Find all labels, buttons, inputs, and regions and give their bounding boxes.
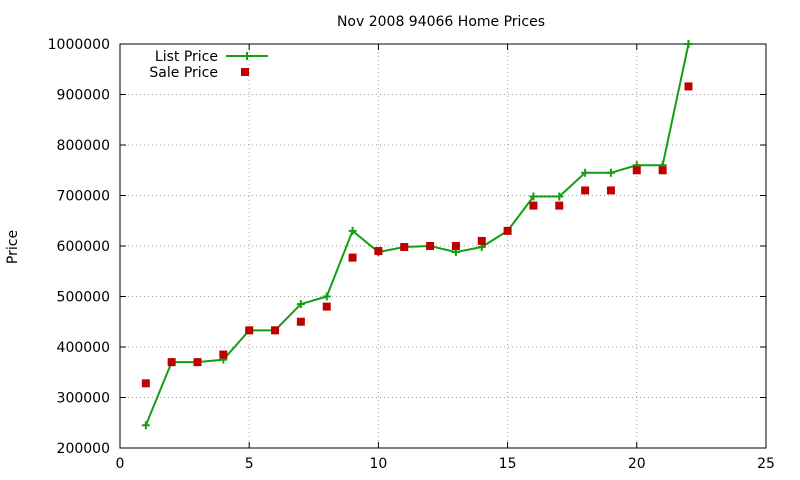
y-tick-label: 900000: [57, 88, 110, 104]
x-tick-label: 10: [369, 456, 387, 472]
data-point: [581, 168, 590, 177]
data-point: [684, 82, 693, 91]
series-0: [141, 40, 693, 430]
legend-marker: [243, 52, 251, 60]
data-point: [529, 201, 538, 210]
data-point: [296, 300, 305, 309]
data-point: [503, 226, 512, 235]
data-point: [322, 302, 331, 311]
data-point: [193, 358, 202, 367]
chart-title: Nov 2008 94066 Home Prices: [337, 14, 545, 30]
data-point: [581, 186, 590, 195]
data-point: [271, 326, 280, 335]
axis-ticks: 0 5 10 15 20 25 200000 300000 400000 500000 600000…: [48, 37, 775, 472]
data-point: [141, 421, 150, 430]
data-point: [374, 247, 383, 256]
data-point: [658, 166, 667, 175]
y-tick-label: 1000000: [48, 37, 110, 53]
data-point: [632, 166, 641, 175]
y-tick-label: 500000: [57, 290, 110, 306]
x-tick-label: 5: [245, 456, 254, 472]
data-point: [400, 243, 409, 252]
data-point: [555, 192, 564, 201]
y-axis-label: Price: [5, 230, 21, 264]
data-point: [348, 253, 357, 262]
series: [141, 40, 693, 430]
data-point: [477, 236, 486, 245]
grid: [120, 44, 766, 448]
x-tick-label: 0: [116, 456, 125, 472]
x-tick-label: 15: [499, 456, 517, 472]
data-point: [451, 242, 460, 250]
legend-label: List Price: [155, 49, 218, 65]
data-point: [606, 186, 615, 195]
legend-label: Sale Price: [149, 65, 218, 81]
data-point: [684, 40, 693, 48]
data-point: [426, 242, 435, 250]
plot-frame: [119, 43, 767, 449]
series-1: [141, 82, 693, 388]
data-point: [529, 192, 538, 201]
data-point: [167, 358, 176, 367]
y-tick-label: 800000: [57, 138, 110, 154]
y-tick-label: 300000: [57, 391, 110, 407]
x-tick-label: 25: [757, 456, 775, 472]
data-point: [555, 201, 564, 210]
y-tick-label: 200000: [57, 441, 110, 457]
data-point: [141, 379, 150, 388]
series-line: [144, 43, 690, 426]
y-tick-label: 400000: [57, 340, 110, 356]
data-point: [245, 326, 254, 335]
data-point: [219, 350, 228, 359]
x-tick-label: 20: [628, 456, 646, 472]
y-tick-label: 600000: [57, 239, 110, 255]
legend-marker: [241, 68, 249, 76]
data-point: [322, 292, 331, 301]
data-point: [348, 226, 357, 235]
data-point: [606, 168, 615, 177]
data-point: [296, 317, 305, 326]
y-tick-label: 700000: [57, 189, 110, 205]
